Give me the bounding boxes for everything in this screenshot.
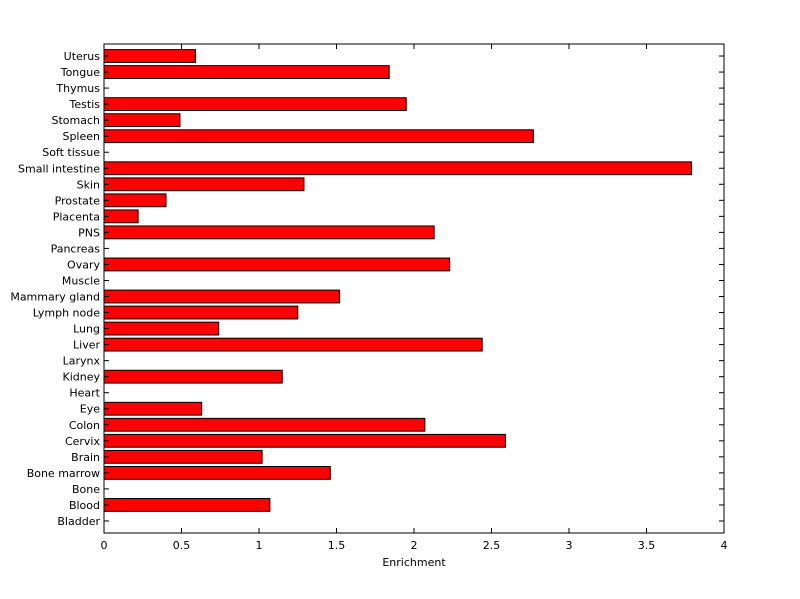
y-tick-label: Lymph node — [33, 307, 100, 320]
y-tick-label: Thymus — [55, 82, 100, 95]
bar-eye — [103, 401, 203, 416]
bar-kidney — [103, 369, 283, 384]
y-tick-label: Spleen — [62, 130, 100, 143]
bar-colon — [103, 417, 426, 432]
y-tick-label: Bone — [72, 483, 100, 496]
y-tick-label: Prostate — [55, 194, 101, 207]
y-tick-label: Testis — [69, 98, 101, 111]
bar-bone-marrow — [103, 465, 331, 480]
x-axis-label: Enrichment — [382, 556, 446, 569]
y-tick-label: PNS — [78, 226, 100, 239]
bar-liver — [103, 337, 483, 352]
bar-lymph-node — [103, 305, 299, 320]
bar-brain — [103, 449, 263, 464]
x-ticks-group: 0 0.5 1 1.5 2 2.5 3 3.5 4 — [101, 44, 728, 552]
y-tick-label: Small intestine — [18, 162, 100, 175]
y-tick-label: Muscle — [62, 274, 100, 287]
y-tick-label: Soft tissue — [42, 146, 100, 159]
x-tick-label: 2.5 — [483, 539, 501, 552]
y-tick-label: Ovary — [67, 258, 100, 271]
bar-lung — [103, 321, 220, 336]
plot-frame — [103, 43, 725, 534]
x-tick-label: 1 — [256, 539, 263, 552]
y-tick-label: Uterus — [64, 50, 101, 63]
x-tick-label: 0.5 — [173, 539, 191, 552]
y-tick-label: Eye — [80, 403, 100, 416]
bar-mammary-gland — [103, 289, 341, 304]
y-tick-label: Lung — [73, 323, 100, 336]
bar-prostate — [103, 193, 167, 208]
bar-stomach — [103, 113, 181, 128]
y-tick-label: Colon — [69, 419, 100, 432]
bar-cervix — [103, 433, 506, 448]
y-tick-label: Placenta — [53, 210, 100, 223]
bar-blood — [103, 498, 271, 512]
y-ticks-group: Uterus Tongue Thymus Testis Stomach Spleen Sof… — [10, 50, 724, 528]
x-tick-label: 0 — [101, 539, 108, 552]
y-tick-label: Liver — [73, 339, 100, 352]
y-tick-label: Heart — [69, 387, 100, 400]
bar-uterus — [103, 49, 196, 63]
y-tick-label: Stomach — [51, 114, 100, 127]
x-tick-label: 2 — [411, 539, 418, 552]
y-tick-label: Tongue — [60, 66, 101, 79]
bar-pns — [103, 225, 435, 240]
bar-tongue — [103, 65, 390, 79]
x-tick-label: 1.5 — [328, 539, 346, 552]
y-tick-label: Larynx — [63, 355, 101, 368]
y-tick-label: Brain — [71, 451, 100, 464]
bar-testis — [103, 97, 407, 112]
y-tick-label: Bladder — [57, 515, 100, 528]
bar-spleen — [103, 129, 534, 144]
x-tick-label: 3 — [566, 539, 573, 552]
bar-placenta — [103, 209, 139, 224]
bars-group — [103, 49, 692, 512]
bar-small-intestine — [103, 161, 692, 176]
bar-skin — [103, 177, 305, 192]
y-tick-label: Mammary gland — [10, 291, 100, 304]
y-tick-label: Bone marrow — [27, 467, 100, 480]
x-tick-label: 3.5 — [638, 539, 656, 552]
y-tick-label: Skin — [77, 178, 100, 191]
x-tick-label: 4 — [721, 539, 728, 552]
y-tick-label: Blood — [69, 499, 100, 512]
y-tick-label: Pancreas — [51, 242, 101, 255]
y-tick-label: Cervix — [65, 435, 101, 448]
bar-ovary — [103, 257, 451, 272]
y-tick-label: Kidney — [62, 371, 100, 384]
